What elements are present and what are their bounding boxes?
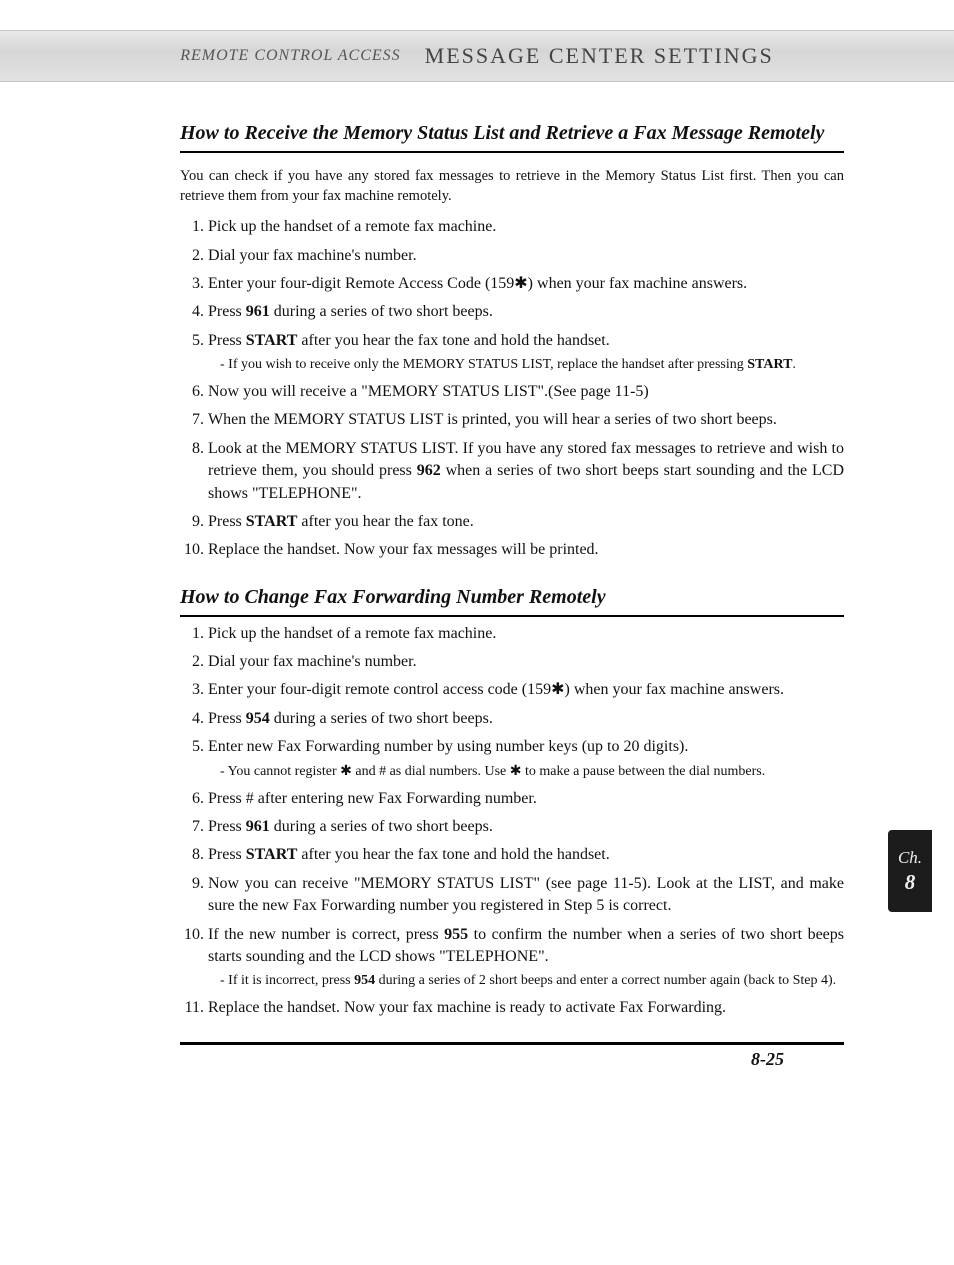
chapter-tab: Ch. 8 (888, 830, 932, 912)
step-text: Replace the handset. Now your fax machin… (208, 999, 726, 1016)
step-text: Press START after you hear the fax tone … (208, 332, 610, 349)
step-text: Look at the MEMORY STATUS LIST. If you h… (208, 440, 844, 502)
header-left-text: REMOTE CONTROL ACCESS (180, 47, 400, 65)
step-text: When the MEMORY STATUS LIST is printed, … (208, 411, 777, 428)
step-text: Enter new Fax Forwarding number by using… (208, 738, 688, 755)
step-item: Now you can receive "MEMORY STATUS LIST"… (180, 873, 844, 918)
step-text: Enter your four-digit remote control acc… (208, 681, 784, 698)
section2-title: How to Change Fax Forwarding Number Remo… (180, 584, 844, 617)
step-item: Replace the handset. Now your fax machin… (180, 997, 844, 1019)
step-item: Enter new Fax Forwarding number by using… (180, 736, 844, 781)
step-text: Press # after entering new Fax Forwardin… (208, 790, 537, 807)
step-text: Press 954 during a series of two short b… (208, 710, 493, 727)
step-item: Enter your four-digit Remote Access Code… (180, 273, 844, 295)
step-text: Press 961 during a series of two short b… (208, 303, 493, 320)
bold-text: 955 (444, 926, 468, 943)
step-item: Dial your fax machine's number. (180, 651, 844, 673)
bold-text: 961 (246, 818, 270, 835)
bold-text: START (246, 846, 298, 863)
step-item: Press 961 during a series of two short b… (180, 816, 844, 838)
section1-steps: Pick up the handset of a remote fax mach… (180, 216, 844, 562)
content-area: How to Receive the Memory Status List an… (0, 82, 954, 1070)
step-text: Dial your fax machine's number. (208, 247, 417, 264)
step-item: Press START after you hear the fax tone … (180, 330, 844, 375)
step-text: Enter your four-digit Remote Access Code… (208, 275, 747, 292)
step-item: Press # after entering new Fax Forwardin… (180, 788, 844, 810)
step-text: Now you will receive a "MEMORY STATUS LI… (208, 383, 649, 400)
step-item: If the new number is correct, press 955 … (180, 924, 844, 992)
step-note: - If it is incorrect, press 954 during a… (220, 972, 844, 991)
bold-text: START (246, 513, 298, 530)
step-text: Press START after you hear the fax tone … (208, 846, 610, 863)
step-item: Dial your fax machine's number. (180, 245, 844, 267)
step-item: Press START after you hear the fax tone … (180, 844, 844, 866)
bold-text: 954 (354, 973, 375, 988)
bold-text: 954 (246, 710, 270, 727)
step-text: Press 961 during a series of two short b… (208, 818, 493, 835)
page: REMOTE CONTROL ACCESS MESSAGE CENTER SET… (0, 30, 954, 1265)
step-item: Press START after you hear the fax tone. (180, 511, 844, 533)
section2-steps: Pick up the handset of a remote fax mach… (180, 623, 844, 1020)
step-item: When the MEMORY STATUS LIST is printed, … (180, 409, 844, 431)
step-item: Press 961 during a series of two short b… (180, 301, 844, 323)
step-text: Pick up the handset of a remote fax mach… (208, 625, 496, 642)
step-item: Pick up the handset of a remote fax mach… (180, 623, 844, 645)
step-item: Press 954 during a series of two short b… (180, 708, 844, 730)
step-text: Dial your fax machine's number. (208, 653, 417, 670)
step-text: Press START after you hear the fax tone. (208, 513, 474, 530)
header-band: REMOTE CONTROL ACCESS MESSAGE CENTER SET… (0, 30, 954, 82)
step-text: Replace the handset. Now your fax messag… (208, 541, 599, 558)
section1-intro: You can check if you have any stored fax… (180, 167, 844, 206)
bold-text: 961 (246, 303, 270, 320)
step-item: Replace the handset. Now your fax messag… (180, 539, 844, 561)
section1-title: How to Receive the Memory Status List an… (180, 120, 844, 153)
chapter-tab-number: 8 (905, 870, 916, 895)
step-text: If the new number is correct, press 955 … (208, 926, 844, 965)
bold-text: START (747, 357, 792, 372)
step-text: Pick up the handset of a remote fax mach… (208, 218, 496, 235)
step-item: Enter your four-digit remote control acc… (180, 679, 844, 701)
bottom-rule (180, 1042, 844, 1045)
page-number: 8-25 (180, 1049, 844, 1070)
step-text: Now you can receive "MEMORY STATUS LIST"… (208, 875, 844, 914)
step-item: Look at the MEMORY STATUS LIST. If you h… (180, 438, 844, 505)
chapter-tab-label: Ch. (898, 848, 922, 868)
step-item: Pick up the handset of a remote fax mach… (180, 216, 844, 238)
step-note: - If you wish to receive only the MEMORY… (220, 356, 844, 375)
bold-text: START (246, 332, 298, 349)
step-item: Now you will receive a "MEMORY STATUS LI… (180, 381, 844, 403)
step-note: - You cannot register ✱ and # as dial nu… (220, 763, 844, 782)
bold-text: 962 (417, 462, 441, 479)
header-right-text: MESSAGE CENTER SETTINGS (425, 43, 774, 69)
